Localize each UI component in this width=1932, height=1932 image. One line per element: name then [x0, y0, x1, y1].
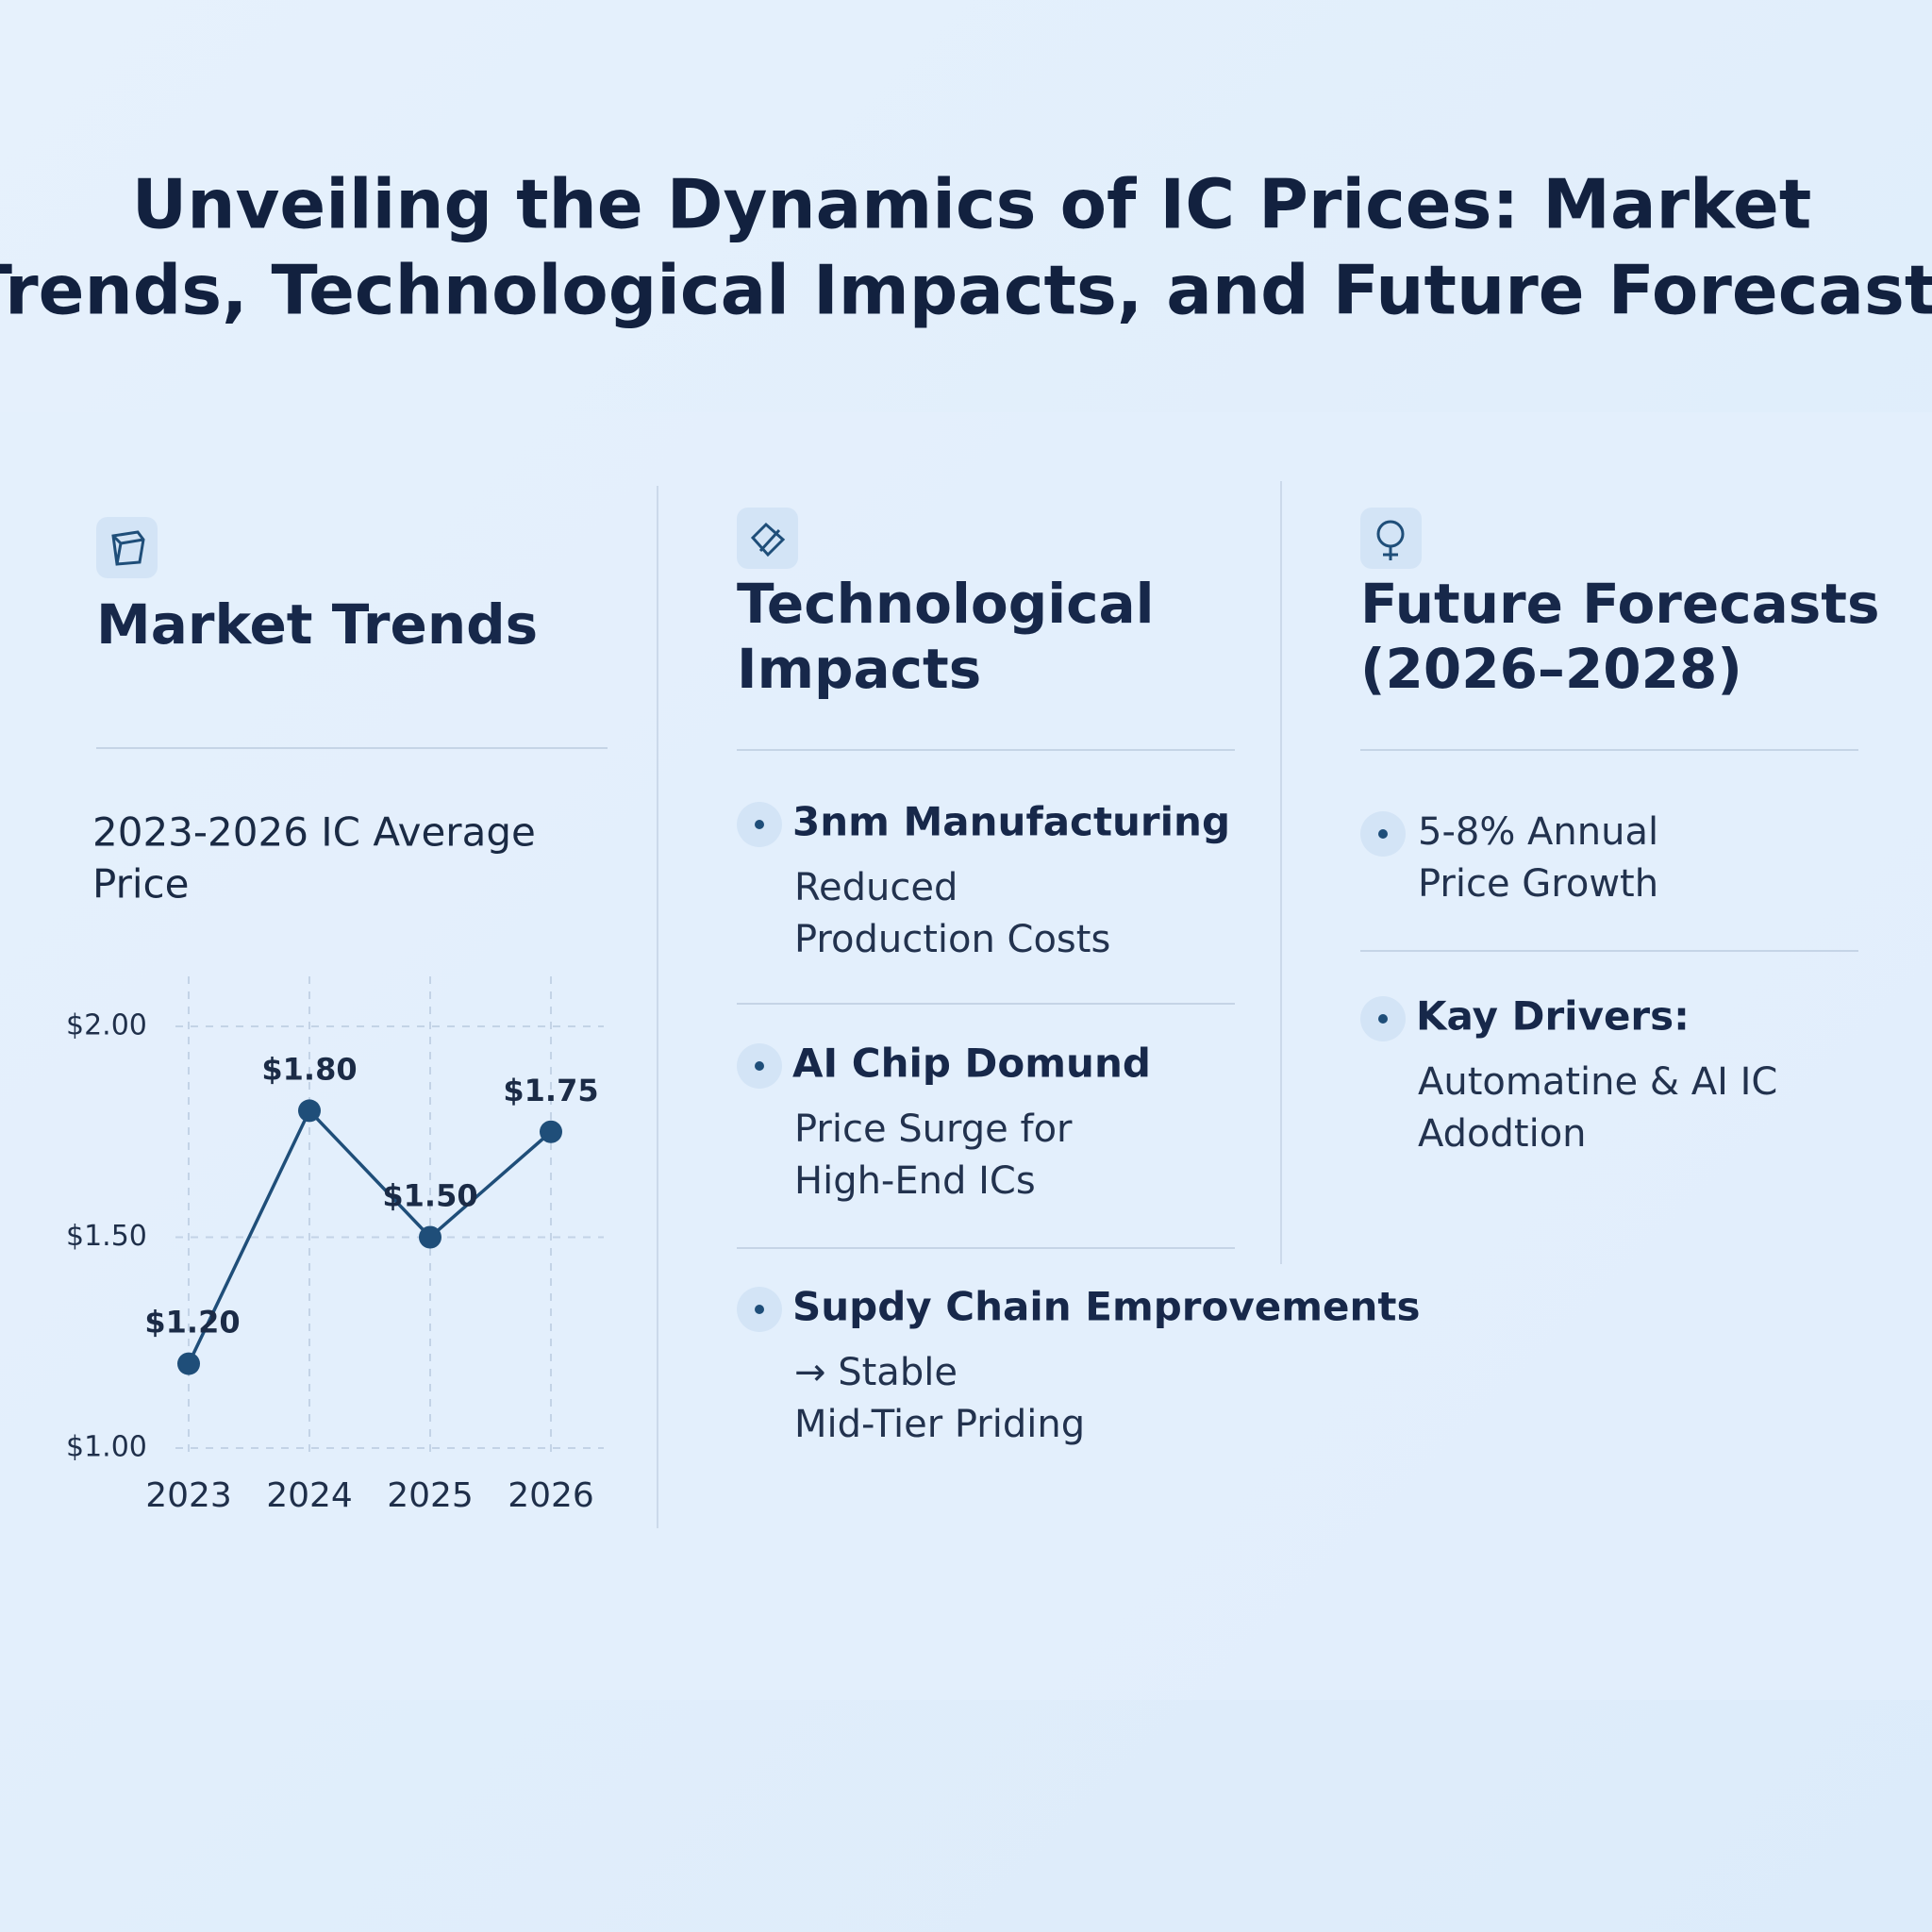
column-heading: Future Forecasts	[1360, 572, 1880, 636]
bullet-dot	[755, 820, 764, 829]
y-tick-label: $2.00	[66, 1009, 147, 1042]
y-tick-label: $1.50	[66, 1220, 147, 1253]
item-description: Adodtion	[1418, 1112, 1587, 1156]
icon	[737, 508, 798, 569]
column-heading: Technological	[737, 572, 1155, 636]
item-description: Price Growth	[1418, 862, 1658, 906]
bullet-dot	[1378, 1014, 1388, 1024]
x-tick-label: 2024	[266, 1476, 353, 1515]
item-title: Supdy Chain Emprovements	[792, 1284, 1420, 1330]
title: Trends, Technological Impacts, and Futur…	[0, 251, 1932, 330]
item-description: Mid-Tier Priding	[794, 1403, 1085, 1446]
column-heading: Impacts	[737, 637, 981, 701]
x-tick-label: 2025	[387, 1476, 474, 1515]
item-description: Price Surge for	[794, 1108, 1073, 1151]
chart-subheading: Price	[92, 861, 189, 908]
item-title: AI Chip Domund	[792, 1041, 1151, 1087]
bullet-dot	[755, 1305, 764, 1314]
y-tick-label: $1.00	[66, 1431, 147, 1464]
point	[177, 1352, 200, 1375]
bullet-dot	[755, 1061, 764, 1071]
item-description: High-End ICs	[794, 1159, 1036, 1203]
item-description: → Stable	[794, 1351, 958, 1394]
point	[540, 1120, 562, 1143]
content-panel	[0, 412, 1932, 1700]
x-tick-label: 2023	[145, 1476, 232, 1515]
column-heading: (2026–2028)	[1360, 637, 1742, 701]
x-tick-label: 2026	[508, 1476, 594, 1515]
item-description: Automatine & AI IC	[1418, 1060, 1777, 1104]
column-heading: Market Trends	[96, 592, 538, 657]
value-label: $1.75	[503, 1073, 598, 1108]
value-label: $1.50	[382, 1178, 477, 1214]
item-description: 5-8% Annual	[1418, 810, 1658, 854]
title: Unveiling the Dynamics of IC Prices: Mar…	[132, 165, 1812, 244]
icon	[96, 517, 158, 578]
chart-subheading: 2023-2026 IC Average	[92, 809, 536, 856]
item-title: 3nm Manufacturing	[792, 799, 1230, 845]
item-description: Reduced	[794, 866, 958, 909]
value-label: $1.20	[144, 1305, 240, 1341]
line	[187, 1108, 551, 1365]
item-description: Production Costs	[794, 918, 1110, 961]
icon	[1360, 508, 1422, 569]
point	[419, 1225, 441, 1249]
bullet-dot	[1378, 829, 1388, 839]
item-title: Kay Drivers:	[1416, 993, 1690, 1040]
value-label: $1.80	[261, 1051, 357, 1087]
point	[298, 1099, 321, 1123]
